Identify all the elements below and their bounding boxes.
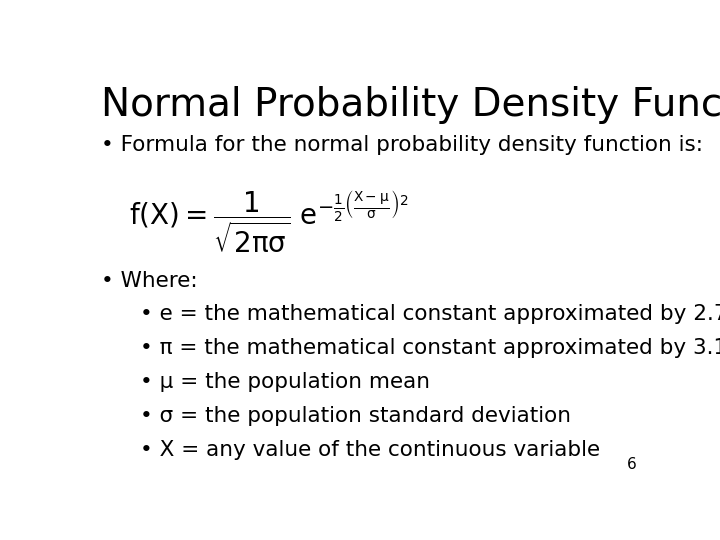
Text: $\mathrm{f(X) = \dfrac{1}{\sqrt{2\pi\sigma}}\;e^{-\frac{1}{2}\left(\frac{X-\mu}{: $\mathrm{f(X) = \dfrac{1}{\sqrt{2\pi\sig…	[129, 190, 408, 255]
Text: • σ = the population standard deviation: • σ = the population standard deviation	[140, 406, 571, 426]
Text: • Where:: • Where:	[101, 271, 198, 291]
Text: Normal Probability Density Function: Normal Probability Density Function	[101, 85, 720, 124]
Text: 6: 6	[627, 457, 637, 472]
Text: • X = any value of the continuous variable: • X = any value of the continuous variab…	[140, 440, 600, 460]
Text: • π = the mathematical constant approximated by 3.14159: • π = the mathematical constant approxim…	[140, 338, 720, 358]
Text: • Formula for the normal probability density function is:: • Formula for the normal probability den…	[101, 136, 703, 156]
Text: • e = the mathematical constant approximated by 2.71828: • e = the mathematical constant approxim…	[140, 304, 720, 324]
Text: • μ = the population mean: • μ = the population mean	[140, 372, 431, 392]
